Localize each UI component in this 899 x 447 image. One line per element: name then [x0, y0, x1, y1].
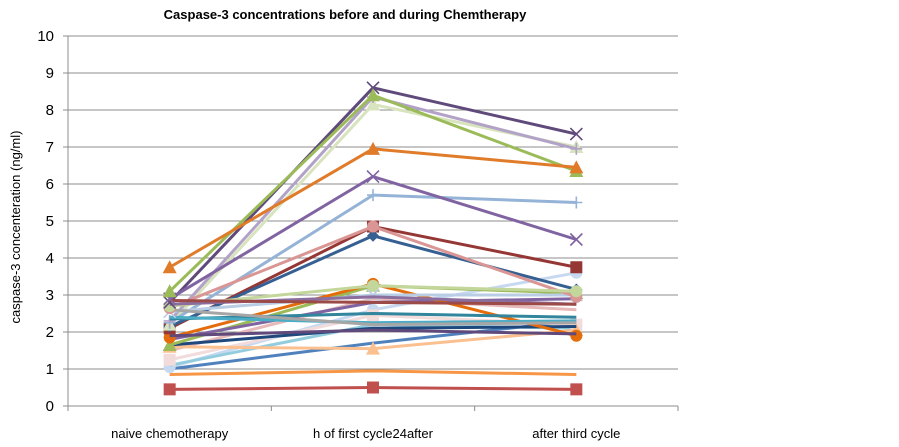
- data-point: [366, 170, 380, 184]
- y-tick-labels: 0 1 2 3 4 5 6 7 8 9 10: [37, 28, 54, 415]
- series-2: [169, 369, 577, 377]
- y-tick-label: 9: [46, 65, 54, 82]
- series-24: [163, 279, 583, 313]
- data-point: [569, 232, 583, 247]
- chart-title: Caspase-3 concentrations before and duri…: [164, 7, 527, 22]
- data-point: [570, 285, 583, 298]
- series-line: [169, 312, 577, 321]
- y-tick-label: 3: [46, 287, 54, 304]
- data-point: [366, 341, 380, 355]
- y-tick-label: 6: [46, 176, 54, 193]
- data-point: [366, 97, 380, 111]
- data-point: [570, 196, 583, 209]
- y-tick-label: 2: [46, 324, 54, 341]
- series-9: [169, 324, 577, 347]
- data-point: [570, 383, 583, 396]
- series-line: [169, 324, 577, 347]
- x-category-label: h of first cycle24after: [313, 426, 434, 441]
- y-tick-label: 10: [37, 28, 54, 45]
- series-line: [169, 369, 577, 377]
- series-group: [162, 81, 584, 396]
- data-point: [569, 127, 583, 141]
- series-20: [169, 315, 577, 325]
- series-line: [169, 328, 577, 338]
- data-point: [367, 220, 379, 233]
- data-point: [366, 81, 380, 95]
- series-line: [169, 308, 577, 327]
- data-point: [367, 189, 379, 202]
- data-point: [366, 288, 380, 302]
- data-point: [366, 88, 380, 102]
- data-point: [163, 353, 176, 366]
- data-point: [570, 142, 583, 155]
- data-point: [163, 295, 177, 309]
- y-tick-label: 5: [46, 213, 54, 230]
- data-point: [367, 309, 379, 322]
- data-point: [162, 337, 177, 351]
- axes: [63, 35, 679, 411]
- data-point: [366, 141, 380, 155]
- series-26: [163, 81, 583, 309]
- y-tick-label: 1: [46, 361, 54, 378]
- y-tick-label: 8: [46, 102, 54, 119]
- x-category-label: naive chemotherapy: [111, 426, 229, 441]
- y-tick-label: 4: [46, 250, 54, 267]
- series-line: [169, 299, 577, 306]
- series-27: [169, 299, 577, 306]
- data-point: [367, 279, 379, 292]
- data-point: [569, 160, 584, 174]
- series-1: [163, 381, 583, 396]
- data-point: [162, 260, 177, 274]
- data-point: [163, 314, 176, 327]
- y-tick-label: 0: [46, 398, 54, 415]
- x-category-label: after third cycle: [532, 426, 620, 441]
- data-point: [570, 261, 583, 274]
- series-22: [169, 308, 577, 327]
- data-point: [367, 229, 379, 242]
- x-category-labels: naive chemotherapy h of first cycle24afte…: [111, 426, 620, 441]
- series-30: [162, 141, 584, 274]
- data-point: [162, 284, 177, 298]
- data-point: [570, 329, 583, 342]
- data-point: [163, 383, 176, 396]
- series-line: [169, 315, 577, 325]
- series-13: [169, 328, 577, 338]
- y-axis-label: caspase-3 concenteration (ng/ml): [8, 131, 23, 324]
- y-tick-label: 7: [46, 139, 54, 156]
- data-point: [367, 381, 379, 394]
- series-19: [169, 312, 577, 321]
